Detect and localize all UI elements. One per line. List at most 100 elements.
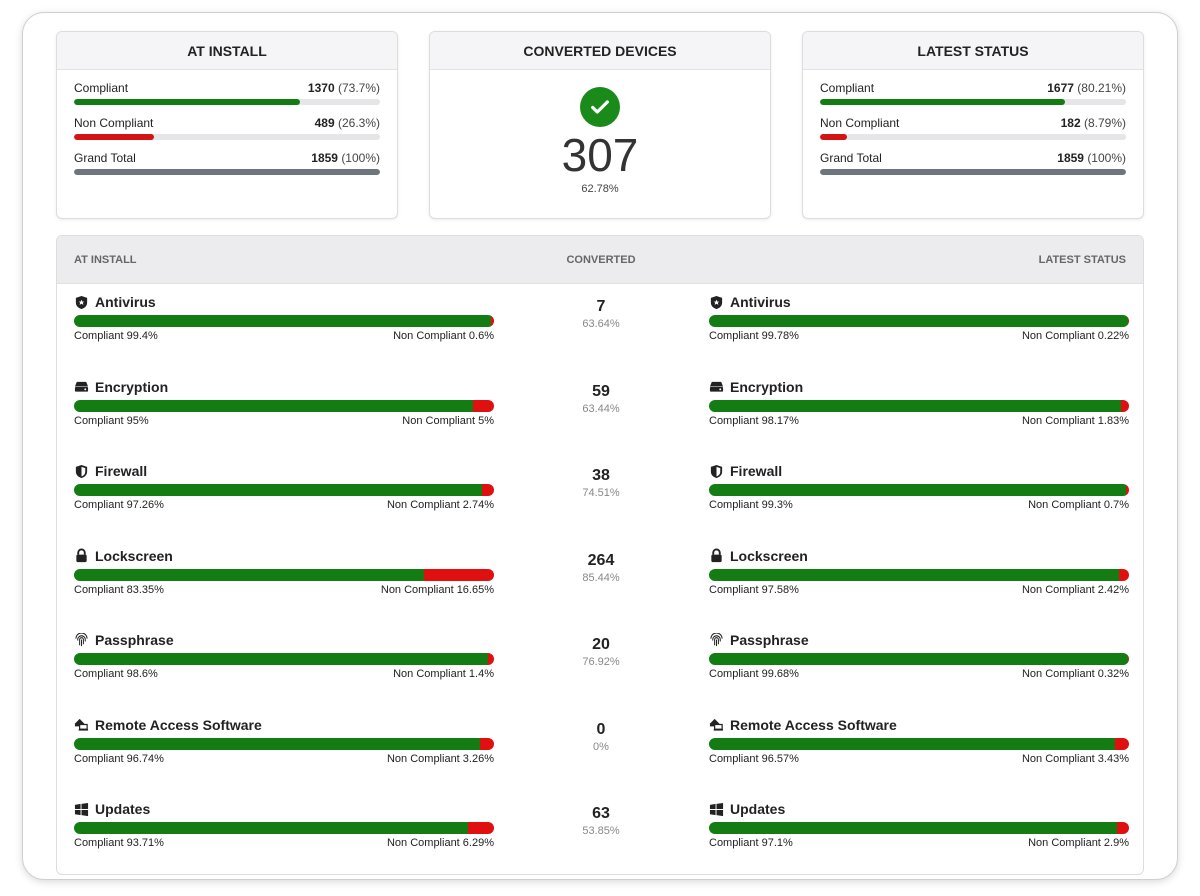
header-latest-status: LATEST STATUS — [1038, 254, 1126, 266]
table-row: Remote Access Software Compliant 96.74% No… — [57, 716, 1143, 800]
non-compliant-segment — [482, 484, 494, 496]
table-row: Lockscreen Compliant 83.35% Non Compliant … — [57, 547, 1143, 631]
converted-percent: 74.51% — [582, 487, 620, 499]
summary-value: 182 (8.79%) — [1061, 116, 1126, 130]
compliant-text: Compliant 97.26% — [74, 499, 164, 511]
converted-cell: 38 74.51% — [551, 462, 651, 499]
compliant-text: Compliant 99.3% — [709, 499, 793, 511]
summary-count: 1859 — [1057, 151, 1084, 165]
bar-caption: Compliant 83.35% Non Compliant 16.65% — [74, 584, 494, 596]
non-compliant-segment — [488, 653, 494, 665]
converted-count: 20 — [592, 636, 610, 653]
compliance-bar — [709, 653, 1129, 665]
install-cell: Updates Compliant 93.71% Non Compliant 6.2… — [74, 800, 494, 849]
non-compliant-segment — [473, 399, 494, 412]
bar-caption: Compliant 97.58% Non Compliant 2.42% — [709, 584, 1129, 596]
latest-cell: Lockscreen Compliant 97.58% Non Compliant … — [709, 547, 1129, 596]
latest-cell: Remote Access Software Compliant 96.57% No… — [709, 716, 1129, 765]
non-compliant-text: Non Compliant 1.83% — [1021, 414, 1129, 427]
metric-name: Encryption — [709, 378, 1129, 396]
check-circle-icon — [580, 87, 620, 127]
summary-row: Grand Total 1859 (100%) — [74, 151, 380, 175]
metric-label: Encryption — [730, 378, 804, 395]
non-compliant-segment — [467, 822, 494, 834]
fingerprint-icon — [74, 632, 89, 648]
non-compliant-text: Non Compliant 0.22% — [1021, 330, 1129, 342]
metric-name: Passphrase — [709, 631, 1129, 649]
install-cell: Encryption Compliant 95% Non Compliant 5% — [74, 378, 494, 427]
compliant-text: Compliant 96.57% — [709, 752, 799, 765]
summary-label-line: Non Compliant 182 (8.79%) — [820, 116, 1126, 130]
compliance-bar — [709, 737, 1129, 750]
non-compliant-text: Non Compliant 0.6% — [393, 330, 494, 342]
converted-percent: 76.92% — [582, 656, 620, 668]
bar-caption: Compliant 99.68% Non Compliant 0.32% — [709, 668, 1129, 680]
latest-status-card: LATEST STATUS Compliant 1677 (80.21%) Non … — [802, 31, 1144, 219]
summary-value: 1859 (100%) — [1057, 151, 1126, 165]
progress-track — [820, 169, 1126, 175]
metric-label: Passphrase — [730, 632, 809, 648]
table-row: Updates Compliant 93.71% Non Compliant 6.2… — [57, 800, 1143, 874]
converted-cell: 20 76.92% — [551, 631, 651, 668]
header-at-install: AT INSTALL — [74, 254, 137, 266]
metric-label: Updates — [730, 801, 786, 817]
compliance-bar — [74, 399, 494, 412]
summary-label: Grand Total — [74, 151, 136, 165]
table-row: Passphrase Compliant 98.6% Non Compliant 1… — [57, 631, 1143, 715]
metric-label: Antivirus — [730, 294, 791, 310]
metric-label: Antivirus — [95, 294, 156, 310]
converted-percent: 62.78% — [581, 183, 619, 195]
non-compliant-text: Non Compliant 6.29% — [386, 837, 494, 849]
table-header: AT INSTALL CONVERTED LATEST STATUS — [57, 236, 1143, 284]
summary-label: Non Compliant — [820, 116, 900, 130]
non-compliant-segment — [1114, 737, 1129, 750]
converted-count: 59 — [592, 382, 610, 400]
compliant-text: Compliant 97.1% — [709, 837, 793, 849]
non-compliant-text: Non Compliant 3.26% — [386, 752, 494, 765]
progress-fill — [74, 134, 155, 140]
converted-percent: 0% — [593, 740, 609, 753]
metric-name: Encryption — [74, 378, 494, 396]
compliant-text: Compliant 96.74% — [74, 752, 164, 765]
summary-row: Non Compliant 489 (26.3%) — [74, 116, 380, 140]
latest-cell: Firewall Compliant 99.3% Non Compliant 0.7… — [709, 462, 1129, 511]
metric-label: Remote Access Software — [95, 716, 262, 733]
compliant-text: Compliant 93.71% — [74, 837, 164, 849]
summary-percent: (100%) — [341, 151, 380, 165]
compliant-segment — [74, 484, 483, 496]
bar-caption: Compliant 99.3% Non Compliant 0.7% — [709, 499, 1129, 511]
compliant-segment — [709, 315, 1129, 327]
summary-value: 1677 (80.21%) — [1047, 81, 1126, 95]
metric-name: Lockscreen — [709, 547, 1129, 565]
summary-label-line: Grand Total 1859 (100%) — [820, 151, 1126, 165]
summary-value: 489 (26.3%) — [315, 116, 380, 130]
compliant-segment — [74, 822, 468, 834]
latest-cell: Updates Compliant 97.1% Non Compliant 2.9% — [709, 800, 1129, 849]
compliant-text: Compliant 98.6% — [74, 668, 158, 680]
latest-cell: Encryption Compliant 98.17% Non Compliant … — [709, 378, 1129, 427]
summary-percent: (8.79%) — [1083, 116, 1126, 130]
compliance-bar — [74, 653, 494, 665]
at-install-card: AT INSTALL Compliant 1370 (73.7%) Non Comp… — [56, 31, 398, 219]
bar-caption: Compliant 95% Non Compliant 5% — [74, 415, 494, 427]
progress-track — [74, 169, 380, 175]
compliant-segment — [709, 484, 1127, 496]
remote-house-laptop-icon — [74, 717, 89, 732]
summary-row: Compliant 1677 (80.21%) — [820, 81, 1126, 105]
compliant-segment — [74, 653, 489, 665]
compliant-segment — [709, 568, 1119, 581]
converted-count: 307 — [561, 129, 639, 181]
progress-track — [74, 99, 380, 105]
summary-count: 182 — [1060, 116, 1081, 130]
compliant-segment — [74, 315, 492, 327]
metric-label: Firewall — [95, 463, 148, 479]
converted-cell: 59 63.44% — [551, 378, 651, 415]
non-compliant-text: Non Compliant 3.43% — [1021, 752, 1129, 765]
compliance-bar — [709, 568, 1129, 581]
non-compliant-segment — [424, 568, 494, 581]
compliant-segment — [74, 399, 473, 412]
non-compliant-segment — [1116, 822, 1129, 834]
metric-name: Remote Access Software — [709, 716, 1129, 734]
summary-row: Compliant 1370 (73.7%) — [74, 81, 380, 105]
hard-drive-icon — [74, 379, 89, 394]
